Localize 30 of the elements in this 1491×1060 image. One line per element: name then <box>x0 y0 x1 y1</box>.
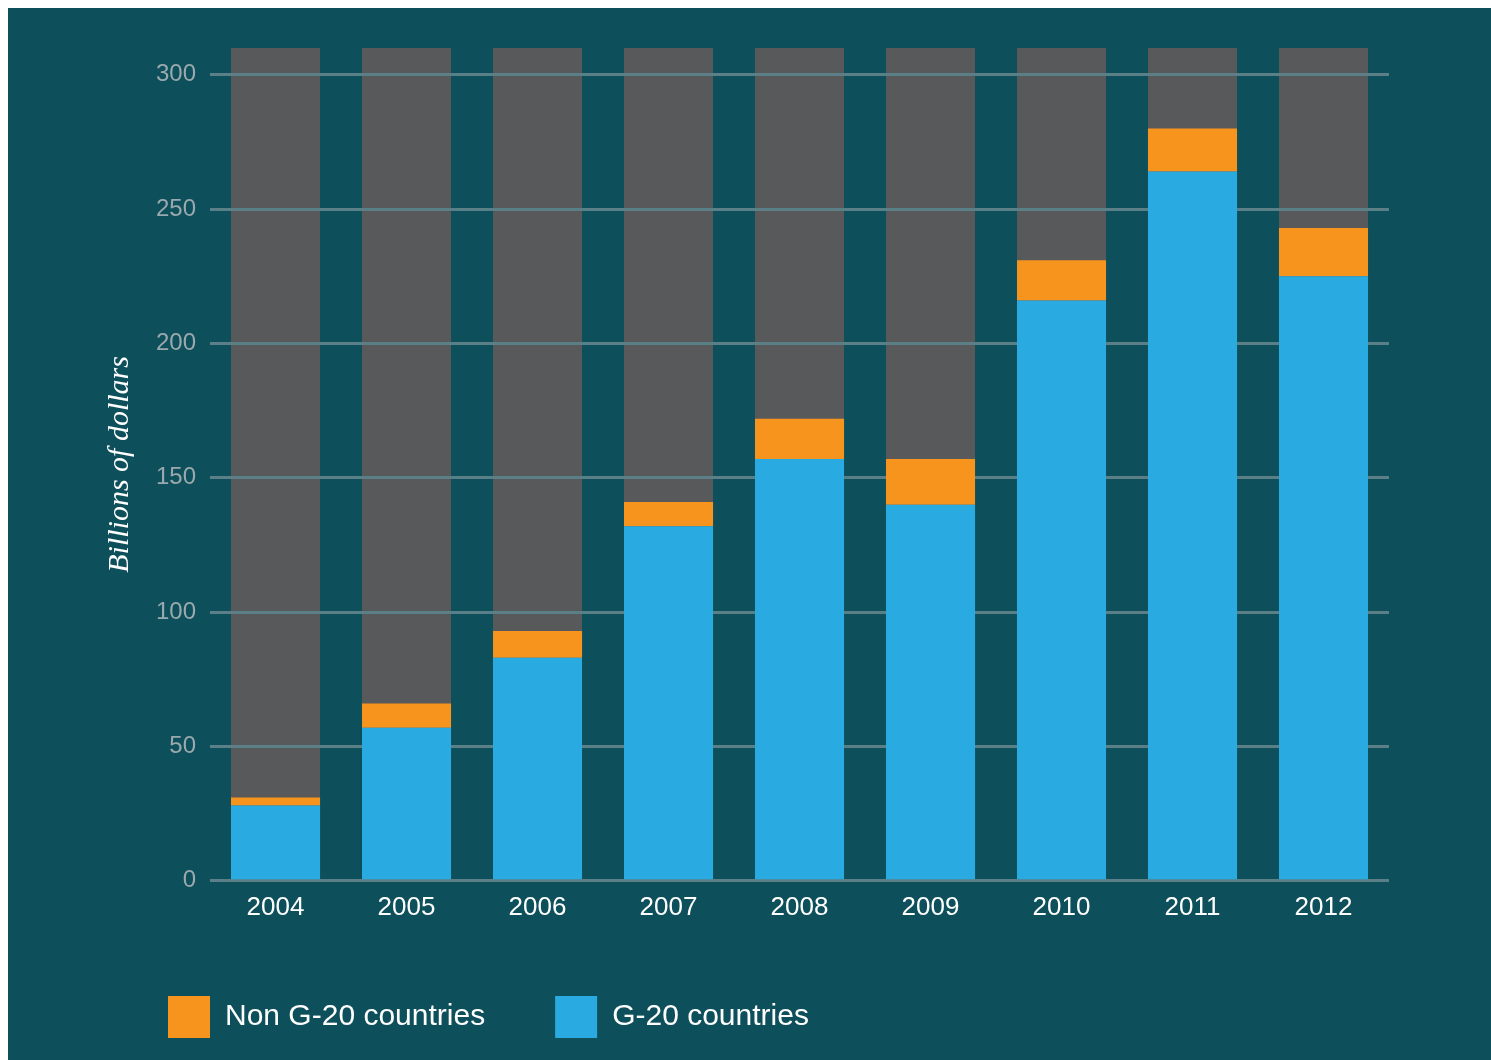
y-tick-label: 100 <box>156 596 197 624</box>
y-tick-label: 50 <box>169 731 197 759</box>
bar <box>362 703 452 728</box>
bar <box>231 797 321 806</box>
legend-label: Non G-20 countries <box>225 998 486 1032</box>
bar <box>1016 260 1107 301</box>
x-tick-label: 2005 <box>377 890 436 921</box>
x-tick-label: 2009 <box>901 890 960 921</box>
y-tick-label: 0 <box>182 865 197 893</box>
y-tick-label: 250 <box>156 193 197 221</box>
bar <box>492 630 583 658</box>
x-tick-label: 2007 <box>639 890 698 921</box>
bar <box>885 459 976 505</box>
x-tick-label: 2004 <box>246 890 305 921</box>
bar <box>623 502 714 527</box>
x-tick-label: 2011 <box>1164 890 1221 921</box>
x-tick-label: 2012 <box>1294 890 1353 921</box>
x-tick-label: 2006 <box>508 890 567 921</box>
bar <box>231 805 321 880</box>
bar <box>754 459 845 880</box>
bar <box>362 727 452 880</box>
y-tick-label: 150 <box>156 462 197 490</box>
legend-label: G-20 countries <box>612 998 809 1032</box>
y-tick-label: 300 <box>156 59 197 87</box>
y-tick-label: 200 <box>156 328 197 356</box>
bar <box>1278 227 1369 277</box>
y-axis-title: Billions of dollars <box>100 356 134 573</box>
x-tick-label: 2008 <box>770 890 829 921</box>
x-tick-label: 2010 <box>1032 890 1091 921</box>
bar <box>754 418 845 460</box>
